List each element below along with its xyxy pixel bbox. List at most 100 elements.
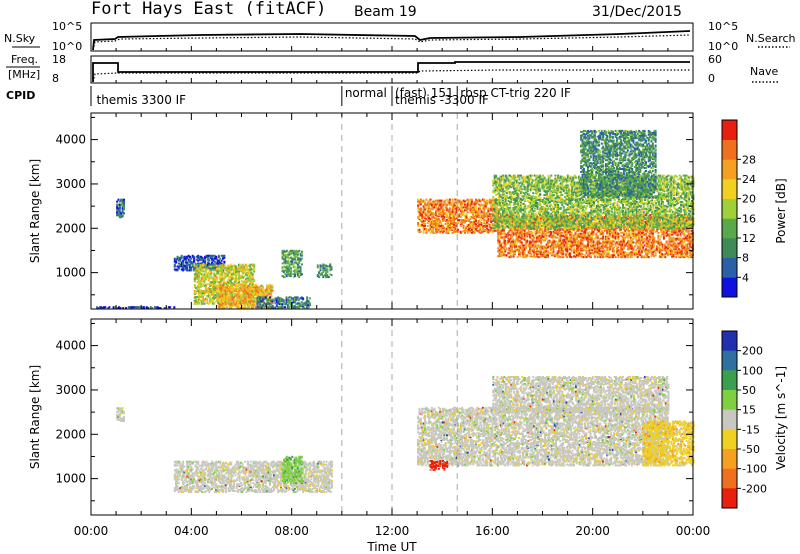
data-cell [552,236,555,239]
data-cell [631,245,634,248]
data-cell [473,201,476,204]
data-cell [523,247,526,250]
data-cell [118,215,121,218]
data-cell [541,232,544,235]
data-cell [479,228,482,231]
data-cell [556,254,559,257]
data-cell [209,281,211,284]
data-cell [250,273,253,276]
data-cell [263,302,266,305]
data-cell [476,213,479,216]
data-cell [217,259,220,262]
data-cell [202,301,205,304]
data-cell [545,254,548,257]
data-cell [262,296,265,299]
data-cell [289,296,292,299]
data-cell [571,237,574,240]
data-cell [632,252,635,255]
data-cell [247,276,250,279]
data-cell [275,297,278,300]
data-cell [558,229,561,232]
data-cell [613,254,616,257]
data-cell [211,261,213,264]
data-cell [193,264,196,267]
data-cell [221,293,224,296]
data-cell [198,273,200,276]
data-cell [266,299,269,302]
data-cell [114,306,116,309]
data-cell [436,218,439,221]
data-cell [186,264,189,267]
data-cell [199,298,202,301]
data-cell [515,243,518,246]
data-cell [326,276,329,279]
data-cell [560,256,563,259]
data-cell [117,203,120,206]
data-cell [216,261,219,264]
data-cell [462,219,465,222]
data-cell [602,226,605,229]
data-cell [247,264,250,267]
data-cell [624,236,627,239]
data-cell [470,202,473,205]
data-cell [158,307,161,310]
data-cell [562,242,565,245]
data-cell [220,283,223,286]
data-cell [218,264,221,267]
data-cell [191,254,194,257]
data-cell [599,233,602,236]
data-cell [284,250,287,253]
data-cell [444,206,447,209]
data-cell [322,271,325,274]
data-cell [222,265,225,268]
data-cell [252,298,255,301]
data-cell [595,254,598,257]
data-cell [491,208,494,211]
data-cell [273,299,276,302]
data-cell [238,281,240,284]
data-cell [421,223,424,226]
data-cell [278,306,281,309]
data-cell [440,228,443,231]
data-cell [484,223,487,225]
data-cell [219,300,222,303]
data-cell [477,214,480,217]
data-cell [481,230,484,233]
data-cell [470,226,473,229]
data-cell [239,300,242,303]
data-cell [218,291,221,293]
data-cell [617,252,620,255]
data-cell [182,263,185,266]
data-cell [475,220,477,222]
data-cell [259,305,262,308]
data-cell [480,229,483,232]
data-cell [201,256,204,259]
data-cell [610,245,613,248]
data-cell [175,268,178,271]
data-cell [547,231,549,234]
data-cell [246,285,249,288]
data-cell [251,275,254,278]
data-cell [523,256,526,259]
data-cell [237,292,240,295]
data-cell [260,300,263,303]
data-cell [437,210,440,213]
data-cell [584,249,587,252]
data-cell [520,248,523,251]
data-cell [215,262,218,265]
data-cell [541,254,544,257]
data-cell [515,239,518,242]
data-cell [614,235,617,238]
data-cell [224,287,227,290]
data-cell [585,250,588,253]
data-cell [582,232,585,235]
data-cell [436,211,439,214]
data-cell [603,249,606,252]
data-cell [515,234,518,237]
data-cell [622,246,625,249]
data-cell [531,231,534,234]
data-cell [202,270,205,273]
data-cell [567,228,570,231]
data-cell [184,264,187,267]
data-cell [422,226,425,229]
